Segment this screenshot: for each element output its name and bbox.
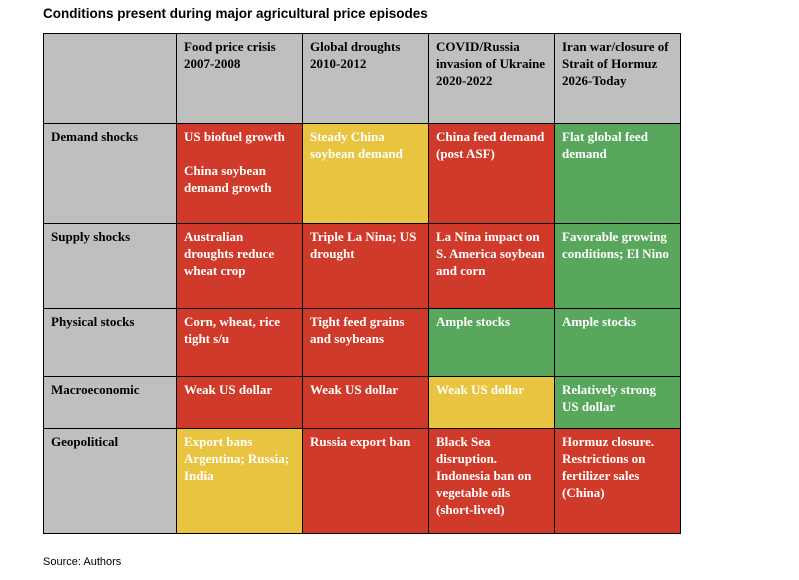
row-header-macroeconomic: Macroeconomic [43,376,177,429]
row-header-supply-shocks: Supply shocks [43,223,177,309]
row-header-physical-stocks: Physical stocks [43,308,177,377]
cell-stocks-global-droughts: Tight feed grains and soybeans [302,308,429,377]
cell-supply-covid: La Nina impact on S. America soybean and… [428,223,555,309]
cell-geo-global-droughts: Russia export ban [302,428,429,534]
conditions-table: Food price crisis 2007-2008 Global droug… [43,33,681,534]
row-header-demand-shocks: Demand shocks [43,123,177,224]
cell-demand-covid: China feed demand (post ASF) [428,123,555,224]
cell-macro-global-droughts: Weak US dollar [302,376,429,429]
col-header-food-price-crisis: Food price crisis 2007-2008 [176,33,303,124]
cell-macro-iran: Relatively strong US dollar [554,376,681,429]
row-demand-shocks: Demand shocks US biofuel growth China so… [43,123,681,224]
cell-demand-food-crisis: US biofuel growth China soybean demand g… [176,123,303,224]
row-geopolitical: Geopolitical Export bans Argentina; Russ… [43,428,681,534]
row-header-geopolitical: Geopolitical [43,428,177,534]
col-header-covid-russia: COVID/Russia invasion of Ukraine 2020-20… [428,33,555,124]
cell-stocks-food-crisis: Corn, wheat, rice tight s/u [176,308,303,377]
cell-supply-food-crisis: Australian droughts reduce wheat crop [176,223,303,309]
cell-demand-iran: Flat global feed demand [554,123,681,224]
cell-geo-covid: Black Sea disruption. Indonesia ban on v… [428,428,555,534]
cell-macro-covid: Weak US dollar [428,376,555,429]
corner-cell [43,33,177,124]
page-title: Conditions present during major agricult… [43,6,428,21]
row-physical-stocks: Physical stocks Corn, wheat, rice tight … [43,308,681,377]
source-note: Source: Authors [43,556,122,568]
col-header-iran-hormuz: Iran war/closure of Strait of Hormuz 202… [554,33,681,124]
cell-stocks-covid: Ample stocks [428,308,555,377]
cell-stocks-iran: Ample stocks [554,308,681,377]
row-macroeconomic: Macroeconomic Weak US dollar Weak US dol… [43,376,681,429]
cell-macro-food-crisis: Weak US dollar [176,376,303,429]
cell-supply-global-droughts: Triple La Nina; US drought [302,223,429,309]
header-row: Food price crisis 2007-2008 Global droug… [43,33,681,124]
cell-demand-global-droughts: Steady China soybean demand [302,123,429,224]
cell-geo-iran: Hormuz closure. Restrictions on fertiliz… [554,428,681,534]
row-supply-shocks: Supply shocks Australian droughts reduce… [43,223,681,309]
col-header-global-droughts: Global droughts 2010-2012 [302,33,429,124]
cell-supply-iran: Favorable growing conditions; El Nino [554,223,681,309]
cell-geo-food-crisis: Export bans Argentina; Russia; India [176,428,303,534]
